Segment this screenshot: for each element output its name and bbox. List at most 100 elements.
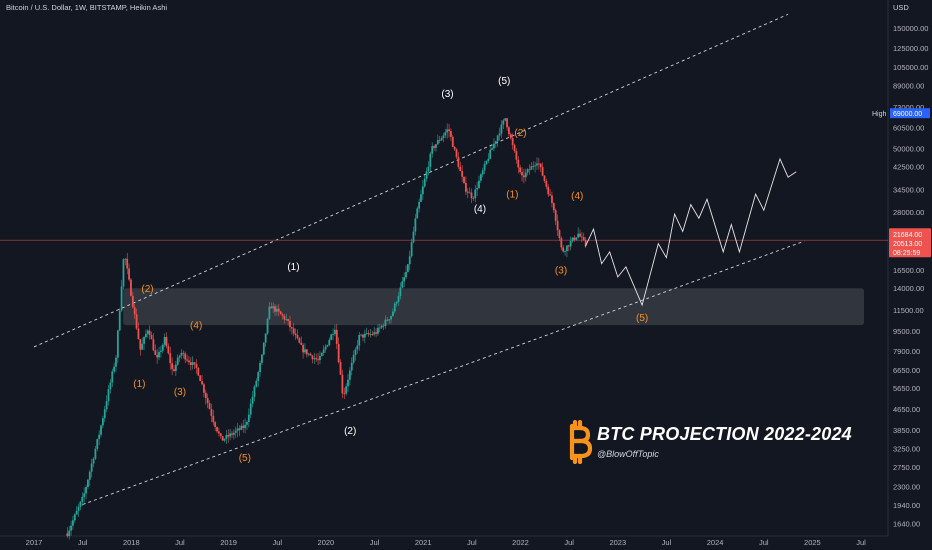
symbol-header[interactable]: Bitcoin / U.S. Dollar, 1W, BITSTAMP, Hei… xyxy=(6,3,168,12)
candle-body xyxy=(231,433,233,435)
candle-body xyxy=(126,258,129,269)
candle-body xyxy=(393,303,396,312)
candle-body xyxy=(223,438,226,441)
candle-body xyxy=(575,237,578,240)
x-tick-label: 2022 xyxy=(512,538,529,547)
candle-body xyxy=(124,258,127,260)
y-tick-label: 6650.00 xyxy=(893,366,920,375)
candle-body xyxy=(382,325,385,327)
candle-body xyxy=(101,418,104,426)
candle-body xyxy=(564,251,566,252)
candle-body xyxy=(403,277,406,282)
candle-body xyxy=(345,386,348,394)
candle-body xyxy=(395,302,398,304)
wave-label: (2) xyxy=(344,426,356,437)
candle-body xyxy=(262,342,265,355)
candle-body xyxy=(461,171,464,177)
candle-body xyxy=(199,375,202,382)
candle-body xyxy=(148,330,151,336)
y-tick-label: 16500.00 xyxy=(893,266,924,275)
candle-body xyxy=(455,149,458,158)
candle-body xyxy=(107,389,110,402)
candle-body xyxy=(378,327,381,329)
candle-body xyxy=(171,363,174,370)
candle-body xyxy=(425,171,428,179)
candle-body xyxy=(178,355,181,358)
candle-body xyxy=(137,328,140,340)
wave-label: (2) xyxy=(514,128,526,139)
candle-body xyxy=(487,158,490,161)
candle-body xyxy=(348,370,351,380)
wave-label: (3) xyxy=(174,387,186,398)
candle-body xyxy=(139,339,142,350)
candle-body xyxy=(246,421,248,425)
candle-body xyxy=(122,259,125,287)
candle-body xyxy=(279,311,282,315)
brand-title: BTC PROJECTION 2022-2024 xyxy=(597,424,852,444)
y-tick-label: 4650.00 xyxy=(893,405,920,414)
x-tick-label: Jul xyxy=(272,538,282,547)
candle-body xyxy=(296,334,299,339)
candle-body xyxy=(307,353,310,355)
candle-body xyxy=(66,533,69,537)
candle-body xyxy=(330,334,333,340)
candle-body xyxy=(350,362,353,371)
candle-body xyxy=(522,175,525,178)
wave-label: (5) xyxy=(239,453,251,464)
candle-body xyxy=(513,144,516,152)
candle-body xyxy=(133,307,136,315)
candle-body xyxy=(457,157,460,167)
candle-body xyxy=(444,132,447,136)
candle-body xyxy=(416,208,419,219)
candle-body xyxy=(384,319,387,326)
wave-label: (5) xyxy=(498,76,510,87)
y-tick-label: 150000.00 xyxy=(893,24,928,33)
candle-body xyxy=(401,281,404,288)
candle-body xyxy=(498,133,501,136)
candle-body xyxy=(504,118,507,121)
candle-body xyxy=(552,203,555,211)
candle-body xyxy=(120,286,123,311)
candle-body xyxy=(433,146,435,148)
y-tick-label: 89000.00 xyxy=(893,81,924,90)
candle-body xyxy=(354,349,357,355)
candle-body xyxy=(371,333,374,335)
high-marker-label: High xyxy=(872,111,887,118)
candle-body xyxy=(229,433,232,437)
y-tick-label: 42500.00 xyxy=(893,162,924,171)
candle-body xyxy=(287,319,290,321)
candle-body xyxy=(386,319,389,321)
candle-body xyxy=(566,245,568,252)
candle-body xyxy=(500,124,503,134)
wave-label: (1) xyxy=(506,190,518,201)
candle-body xyxy=(324,346,327,350)
y-tick-label: 7900.00 xyxy=(893,347,920,356)
projection-path xyxy=(584,157,797,307)
candle-body xyxy=(197,367,200,376)
candle-body xyxy=(247,414,250,422)
x-tick-label: Jul xyxy=(662,538,672,547)
y-tick-label: 5650.00 xyxy=(893,384,920,393)
candle-body xyxy=(453,146,456,150)
candle-body xyxy=(100,425,102,435)
y-tick-label: 105000.00 xyxy=(893,63,928,72)
candle-body xyxy=(377,327,379,334)
candle-body xyxy=(255,380,258,387)
candle-body xyxy=(408,256,411,265)
candle-body xyxy=(485,160,488,165)
candle-body xyxy=(478,180,480,189)
candle-body xyxy=(242,425,245,429)
candle-body xyxy=(313,358,316,360)
candle-body xyxy=(511,138,514,145)
candle-body xyxy=(240,425,243,430)
candle-body xyxy=(581,236,583,238)
candle-body xyxy=(216,427,218,432)
candle-body xyxy=(130,279,132,296)
candle-body xyxy=(442,135,445,139)
candle-body xyxy=(208,403,211,410)
wave-label: (3) xyxy=(555,266,567,277)
candle-body xyxy=(210,409,213,416)
candle-body xyxy=(435,144,437,148)
candle-body xyxy=(266,318,269,334)
